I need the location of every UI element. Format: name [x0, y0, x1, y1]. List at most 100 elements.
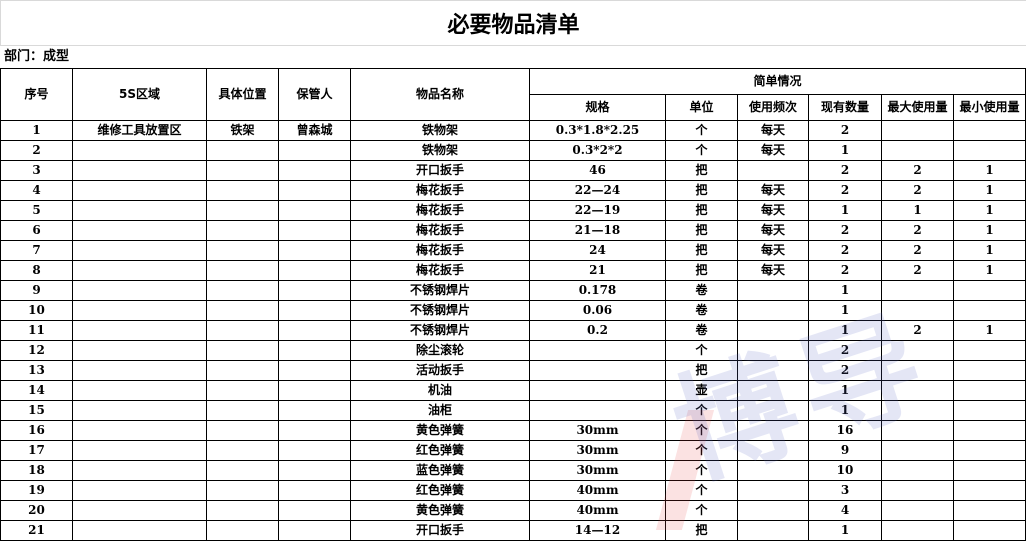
cell-frequency[interactable]: [737, 460, 809, 481]
cell-unit[interactable]: 把: [665, 520, 738, 541]
cell-spec[interactable]: 0.2: [529, 320, 666, 341]
cell-current-qty[interactable]: 10: [808, 460, 882, 481]
cell-current-qty[interactable]: 9: [808, 440, 882, 461]
cell-frequency[interactable]: [737, 300, 809, 321]
cell-area[interactable]: [72, 220, 207, 241]
cell-location[interactable]: [206, 140, 279, 161]
cell-frequency[interactable]: [737, 280, 809, 301]
cell-unit[interactable]: 把: [665, 160, 738, 181]
cell-no[interactable]: 13: [0, 360, 73, 381]
cell-area[interactable]: [72, 200, 207, 221]
cell-current-qty[interactable]: 2: [808, 180, 882, 201]
cell-spec[interactable]: 0.06: [529, 300, 666, 321]
cell-frequency[interactable]: [737, 420, 809, 441]
cell-min-qty[interactable]: 1: [952, 320, 1027, 341]
cell-min-qty[interactable]: [952, 340, 1027, 361]
cell-unit[interactable]: 把: [665, 180, 738, 201]
cell-frequency[interactable]: [737, 320, 809, 341]
cell-area[interactable]: [72, 380, 207, 401]
cell-location[interactable]: [206, 460, 279, 481]
cell-min-qty[interactable]: [952, 420, 1027, 441]
cell-keeper[interactable]: [278, 500, 351, 521]
cell-max-qty[interactable]: [881, 440, 954, 461]
cell-current-qty[interactable]: 1: [808, 520, 882, 541]
cell-no[interactable]: 8: [0, 260, 73, 281]
cell-current-qty[interactable]: 2: [808, 120, 882, 141]
cell-area[interactable]: [72, 140, 207, 161]
cell-no[interactable]: 21: [0, 520, 73, 541]
cell-current-qty[interactable]: 4: [808, 500, 882, 521]
cell-name[interactable]: 开口扳手: [350, 520, 530, 541]
cell-current-qty[interactable]: 1: [808, 200, 882, 221]
cell-unit[interactable]: 把: [665, 240, 738, 261]
cell-current-qty[interactable]: 3: [808, 480, 882, 501]
cell-keeper[interactable]: [278, 360, 351, 381]
cell-name[interactable]: 机油: [350, 380, 530, 401]
cell-current-qty[interactable]: 1: [808, 380, 882, 401]
cell-keeper[interactable]: [278, 180, 351, 201]
cell-no[interactable]: 19: [0, 480, 73, 501]
cell-spec[interactable]: 22—19: [529, 200, 666, 221]
cell-spec[interactable]: 40mm: [529, 500, 666, 521]
cell-no[interactable]: 5: [0, 200, 73, 221]
cell-max-qty[interactable]: [881, 120, 954, 141]
cell-area[interactable]: [72, 420, 207, 441]
cell-frequency[interactable]: [737, 440, 809, 461]
cell-name[interactable]: 油柜: [350, 400, 530, 421]
cell-current-qty[interactable]: 2: [808, 160, 882, 181]
cell-location[interactable]: [206, 500, 279, 521]
cell-spec[interactable]: 0.178: [529, 280, 666, 301]
cell-spec[interactable]: 24: [529, 240, 666, 261]
cell-unit[interactable]: 卷: [665, 320, 738, 341]
cell-max-qty[interactable]: [881, 480, 954, 501]
cell-area[interactable]: [72, 180, 207, 201]
cell-max-qty[interactable]: 2: [881, 160, 954, 181]
cell-frequency[interactable]: 每天: [737, 200, 809, 221]
cell-max-qty[interactable]: [881, 380, 954, 401]
cell-location[interactable]: [206, 480, 279, 501]
cell-max-qty[interactable]: [881, 280, 954, 301]
cell-spec[interactable]: 0.3*2*2: [529, 140, 666, 161]
cell-name[interactable]: 红色弹簧: [350, 480, 530, 501]
cell-no[interactable]: 12: [0, 340, 73, 361]
cell-area[interactable]: [72, 280, 207, 301]
cell-keeper[interactable]: [278, 380, 351, 401]
cell-min-qty[interactable]: [952, 360, 1027, 381]
cell-keeper[interactable]: [278, 480, 351, 501]
cell-frequency[interactable]: 每天: [737, 120, 809, 141]
cell-location[interactable]: [206, 200, 279, 221]
cell-max-qty[interactable]: 1: [881, 200, 954, 221]
cell-frequency[interactable]: 每天: [737, 240, 809, 261]
cell-no[interactable]: 11: [0, 320, 73, 341]
cell-name[interactable]: 不锈钢焊片: [350, 320, 530, 341]
cell-min-qty[interactable]: [952, 520, 1027, 541]
cell-no[interactable]: 2: [0, 140, 73, 161]
cell-spec[interactable]: 0.3*1.8*2.25: [529, 120, 666, 141]
cell-area[interactable]: [72, 340, 207, 361]
cell-name[interactable]: 黄色弹簧: [350, 500, 530, 521]
cell-max-qty[interactable]: 2: [881, 240, 954, 261]
cell-min-qty[interactable]: [952, 460, 1027, 481]
cell-frequency[interactable]: [737, 400, 809, 421]
cell-name[interactable]: 梅花扳手: [350, 240, 530, 261]
cell-location[interactable]: [206, 300, 279, 321]
cell-keeper[interactable]: [278, 320, 351, 341]
cell-keeper[interactable]: [278, 140, 351, 161]
cell-unit[interactable]: 把: [665, 220, 738, 241]
cell-max-qty[interactable]: [881, 300, 954, 321]
cell-current-qty[interactable]: 2: [808, 220, 882, 241]
cell-current-qty[interactable]: 16: [808, 420, 882, 441]
cell-no[interactable]: 1: [0, 120, 73, 141]
cell-spec[interactable]: 30mm: [529, 420, 666, 441]
cell-max-qty[interactable]: 2: [881, 320, 954, 341]
cell-frequency[interactable]: [737, 500, 809, 521]
cell-max-qty[interactable]: [881, 400, 954, 421]
cell-unit[interactable]: 把: [665, 360, 738, 381]
cell-no[interactable]: 9: [0, 280, 73, 301]
cell-max-qty[interactable]: 2: [881, 220, 954, 241]
cell-name[interactable]: 活动扳手: [350, 360, 530, 381]
cell-current-qty[interactable]: 1: [808, 280, 882, 301]
cell-max-qty[interactable]: [881, 340, 954, 361]
cell-frequency[interactable]: 每天: [737, 140, 809, 161]
cell-location[interactable]: [206, 360, 279, 381]
